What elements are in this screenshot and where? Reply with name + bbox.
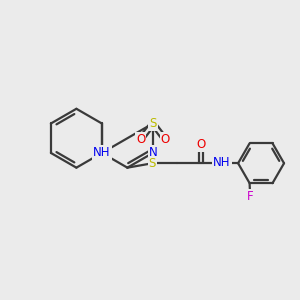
Text: S: S xyxy=(149,117,157,130)
Text: O: O xyxy=(196,138,205,151)
Text: NH: NH xyxy=(213,156,231,169)
Text: NH: NH xyxy=(93,146,111,159)
Text: S: S xyxy=(149,157,156,170)
Text: O: O xyxy=(136,133,145,146)
Text: F: F xyxy=(247,190,253,203)
Text: N: N xyxy=(148,146,157,159)
Text: O: O xyxy=(160,133,170,146)
